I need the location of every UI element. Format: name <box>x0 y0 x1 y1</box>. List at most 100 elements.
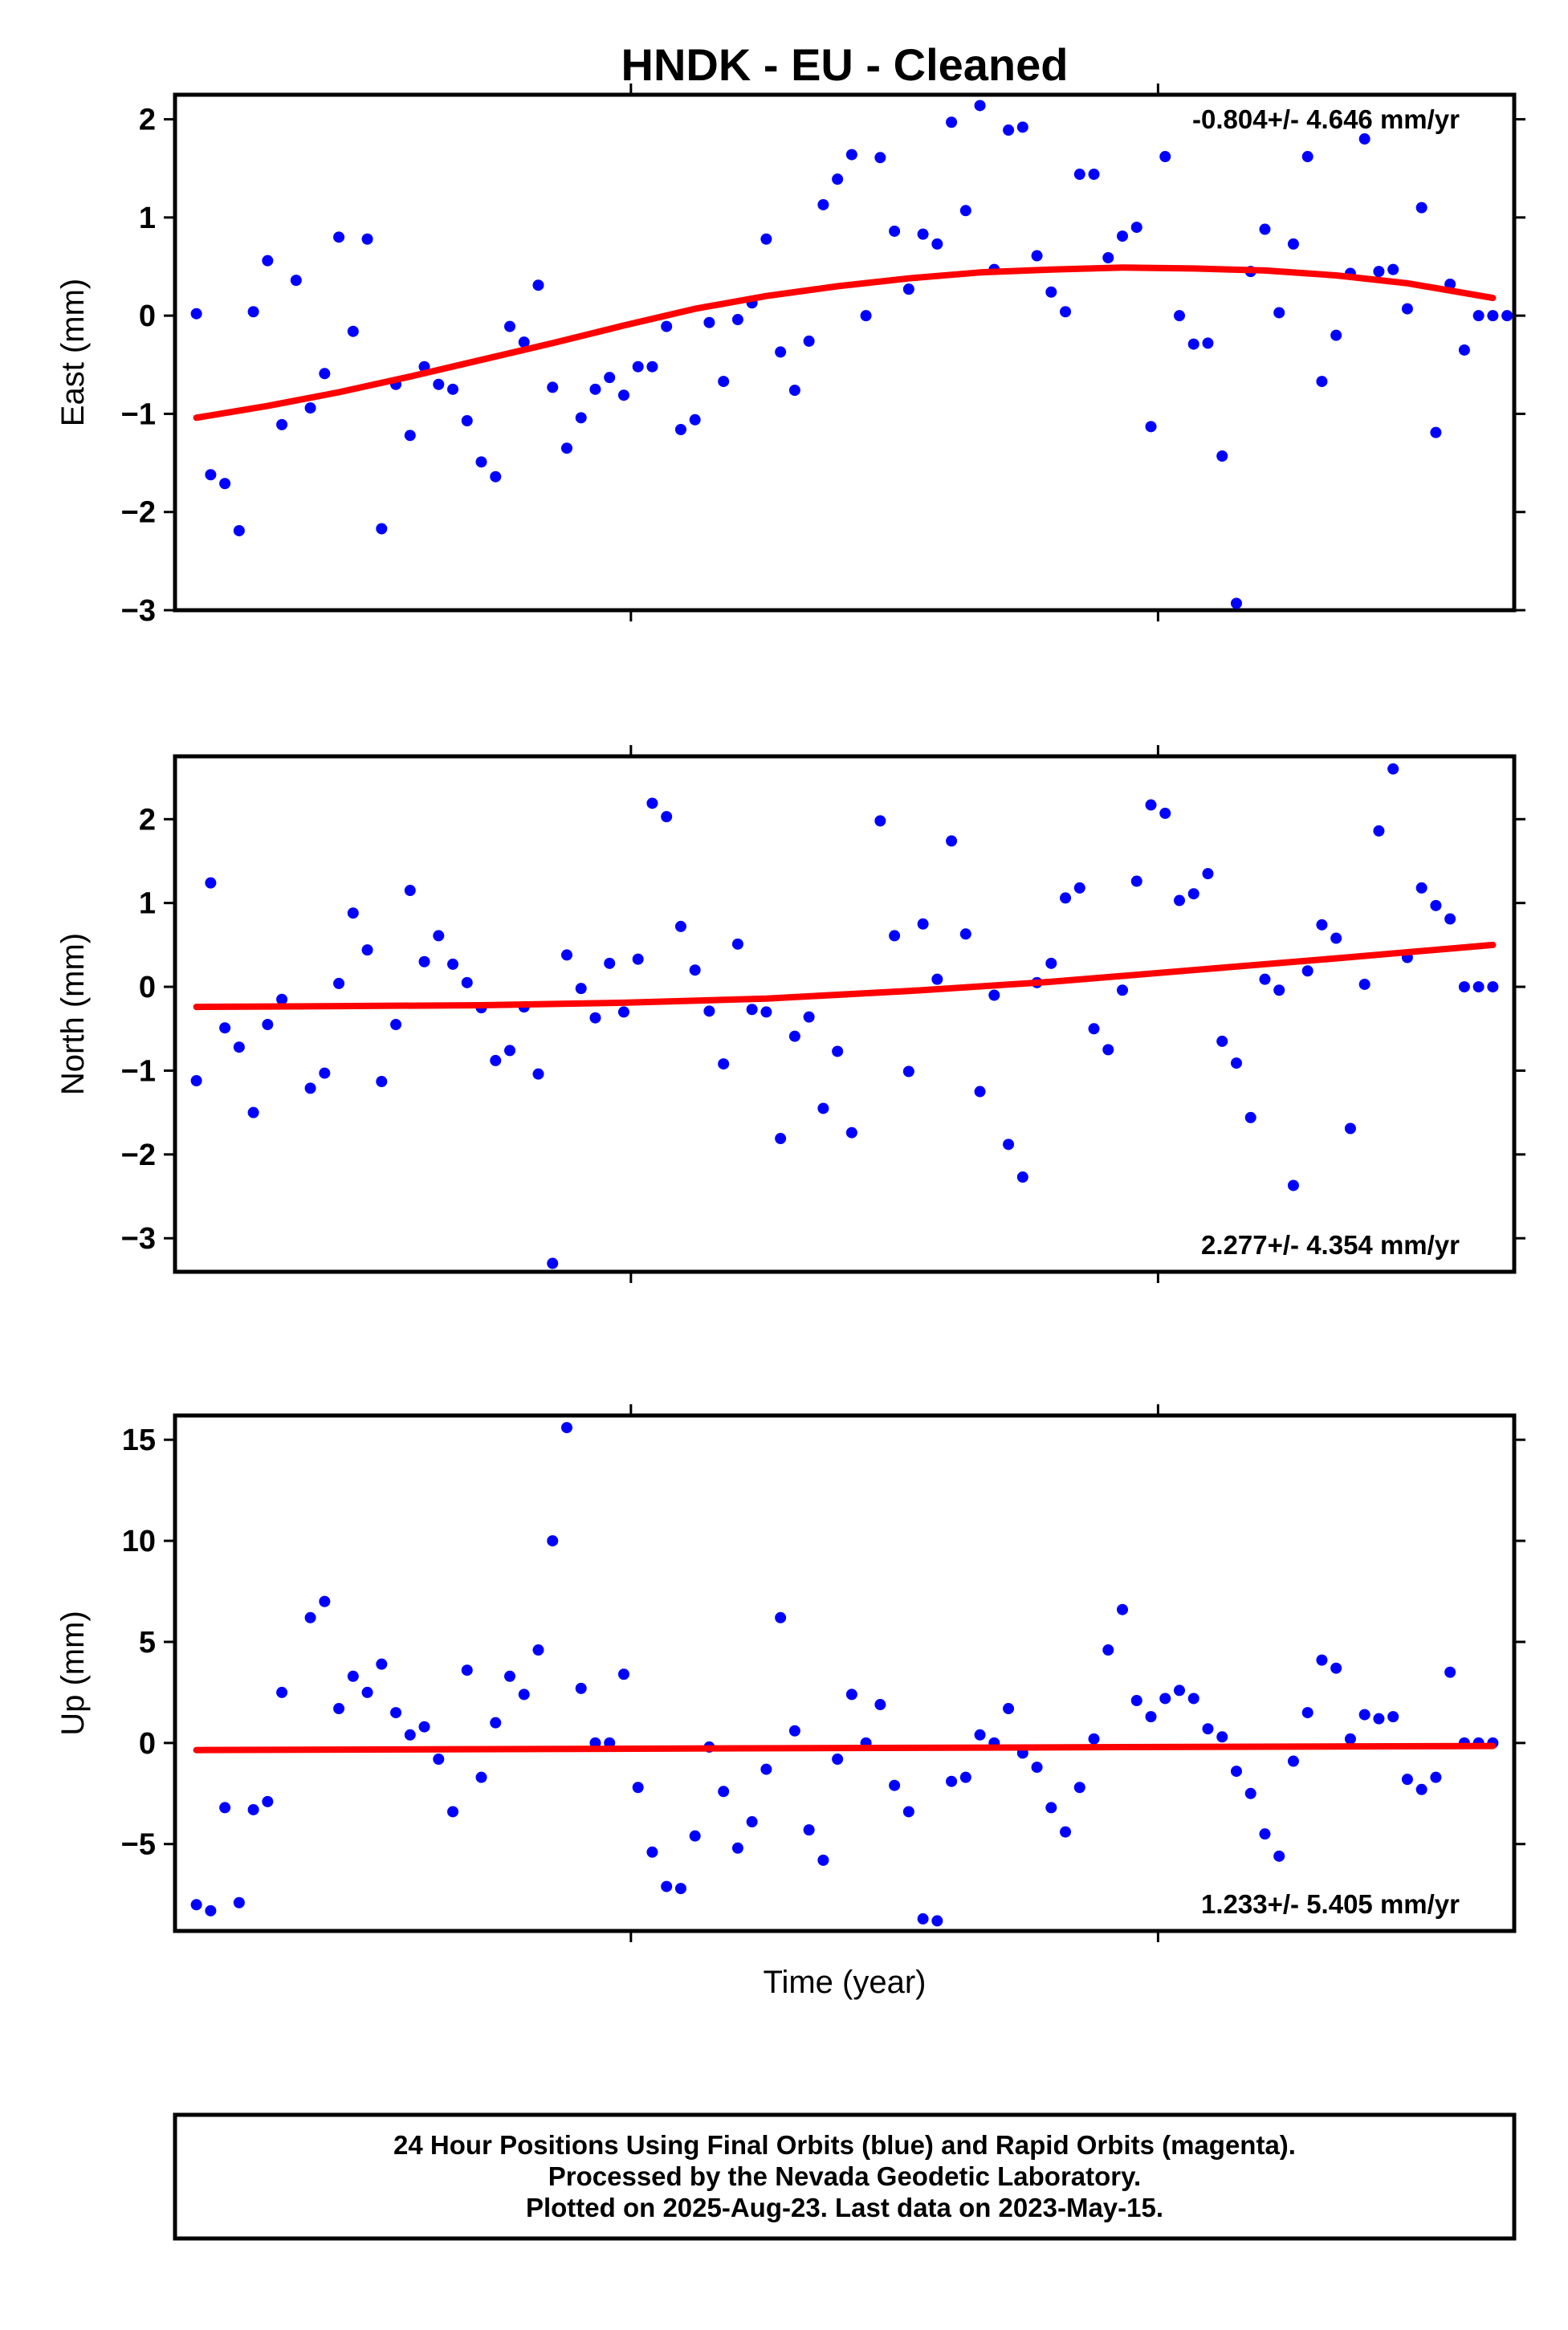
data-point <box>1117 1603 1129 1615</box>
data-point <box>946 116 958 128</box>
data-point <box>433 1754 445 1765</box>
data-point <box>1487 981 1499 993</box>
data-point <box>304 402 316 414</box>
data-point <box>433 930 445 942</box>
footer-box: 24 Hour Positions Using Final Orbits (bl… <box>173 2112 1517 2241</box>
data-point <box>589 383 601 395</box>
data-point <box>1216 450 1228 462</box>
data-point <box>632 1782 644 1794</box>
data-point <box>959 1771 971 1783</box>
data-point <box>262 1795 274 1807</box>
data-point <box>1187 338 1199 350</box>
data-point <box>547 1535 559 1547</box>
data-point <box>632 360 644 373</box>
data-point <box>1174 1684 1185 1697</box>
north-panel: 2 1 0 −1 −2 −3 North (mm) 2.277+/- 4.354 mm/yr <box>55 745 1525 1283</box>
data-point <box>418 1721 430 1733</box>
data-point <box>1373 266 1385 278</box>
data-point <box>1487 310 1499 322</box>
data-point <box>1130 1694 1142 1706</box>
data-point <box>1088 1733 1100 1745</box>
rate-label: -0.804+/- 4.646 mm/yr <box>1192 104 1460 134</box>
y-tick-label: 1 <box>139 887 156 921</box>
data-point <box>1430 1771 1442 1783</box>
data-point <box>205 1904 217 1917</box>
data-point <box>1330 932 1342 944</box>
data-point <box>788 1725 800 1737</box>
data-point <box>333 231 345 243</box>
y-tick-label: 0 <box>139 1727 156 1761</box>
data-point <box>361 233 373 245</box>
data-point <box>1102 1044 1114 1056</box>
data-point <box>461 976 473 988</box>
data-point <box>803 1011 815 1023</box>
data-point <box>404 885 416 897</box>
data-point <box>674 1883 686 1895</box>
data-point <box>1244 1111 1256 1123</box>
data-point <box>490 1717 502 1729</box>
data-point <box>1003 1703 1015 1715</box>
data-point <box>233 1896 245 1908</box>
data-point <box>560 1422 572 1434</box>
data-point <box>1230 597 1242 609</box>
data-point <box>1003 1139 1015 1151</box>
y-tick-label: 5 <box>139 1626 156 1660</box>
data-point <box>775 346 787 358</box>
data-point <box>1073 169 1085 181</box>
data-point <box>1273 307 1285 319</box>
data-point <box>532 1644 544 1656</box>
data-point <box>931 238 943 250</box>
data-point <box>604 372 616 384</box>
data-point <box>803 1824 815 1836</box>
data-point <box>1216 1731 1228 1743</box>
data-point <box>433 378 445 390</box>
data-point <box>617 389 629 401</box>
data-point <box>589 1012 601 1024</box>
data-point <box>817 198 829 210</box>
data-point <box>917 1912 929 1925</box>
data-point <box>404 430 416 442</box>
data-point <box>1301 965 1313 977</box>
data-point <box>319 368 331 380</box>
data-point <box>347 907 359 919</box>
data-point <box>1287 238 1299 250</box>
data-point <box>661 320 673 332</box>
data-point <box>461 414 473 426</box>
data-point <box>775 1611 787 1623</box>
data-point <box>1102 1644 1114 1656</box>
data-point <box>304 1611 316 1623</box>
data-point <box>447 1806 459 1818</box>
data-point <box>889 225 901 237</box>
data-point <box>1130 875 1142 887</box>
data-point <box>674 423 686 435</box>
data-point <box>917 918 929 930</box>
data-point <box>1259 223 1271 235</box>
data-point <box>490 1054 502 1066</box>
data-point <box>1045 957 1057 969</box>
data-point <box>1316 376 1328 388</box>
y-tick-label: −2 <box>121 496 156 530</box>
data-point <box>803 335 815 347</box>
data-point <box>617 1668 629 1680</box>
data-point <box>233 1041 245 1053</box>
data-point <box>845 1126 857 1139</box>
data-point <box>418 955 430 967</box>
data-point <box>775 1133 787 1145</box>
data-point <box>860 310 872 322</box>
data-point <box>190 1074 202 1086</box>
data-point <box>760 233 772 245</box>
data-point <box>1117 230 1129 242</box>
data-point <box>205 469 217 481</box>
data-point <box>1401 303 1413 315</box>
data-point <box>560 949 572 961</box>
data-point <box>832 173 844 185</box>
data-point <box>1358 978 1370 990</box>
data-point <box>1060 1826 1072 1838</box>
data-point <box>1060 306 1072 318</box>
data-point <box>1145 421 1157 433</box>
y-tick-label: 0 <box>139 971 156 1004</box>
data-point <box>276 993 288 1005</box>
data-point <box>1174 310 1185 322</box>
data-point <box>560 442 572 454</box>
data-point <box>817 1854 829 1866</box>
